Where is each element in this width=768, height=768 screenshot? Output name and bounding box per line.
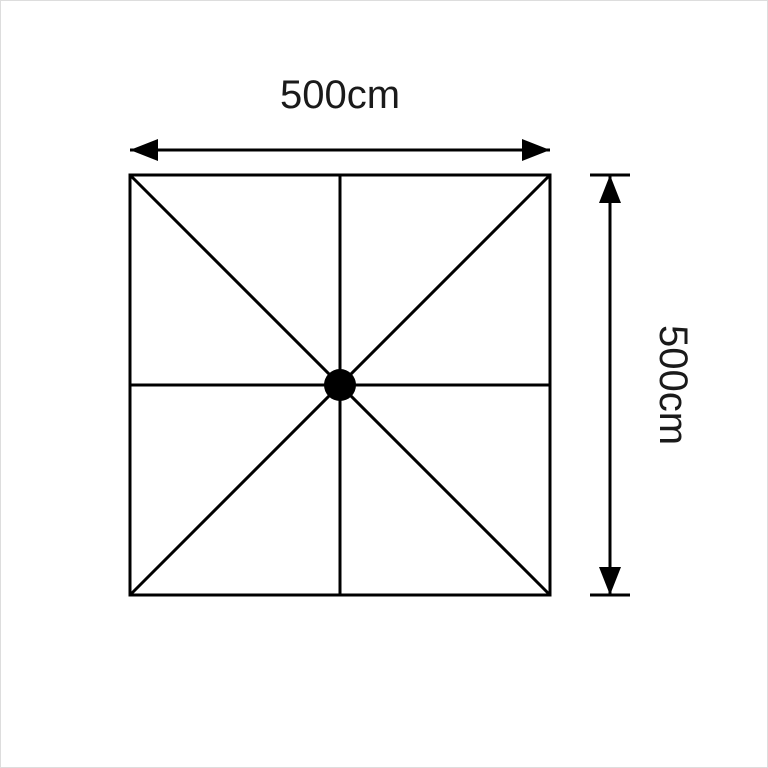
dimension-top-label: 500cm <box>280 73 400 117</box>
arrowhead-up-icon <box>599 175 621 203</box>
arrowhead-down-icon <box>599 567 621 595</box>
dimension-right: 500cm <box>590 175 695 595</box>
dimension-diagram: 500cm 500cm <box>0 0 768 768</box>
center-hub <box>324 369 356 401</box>
dimension-right-label: 500cm <box>651 325 695 445</box>
arrowhead-right-icon <box>522 139 550 161</box>
square-plan <box>130 175 550 595</box>
dimension-top: 500cm <box>130 73 550 161</box>
arrowhead-left-icon <box>130 139 158 161</box>
